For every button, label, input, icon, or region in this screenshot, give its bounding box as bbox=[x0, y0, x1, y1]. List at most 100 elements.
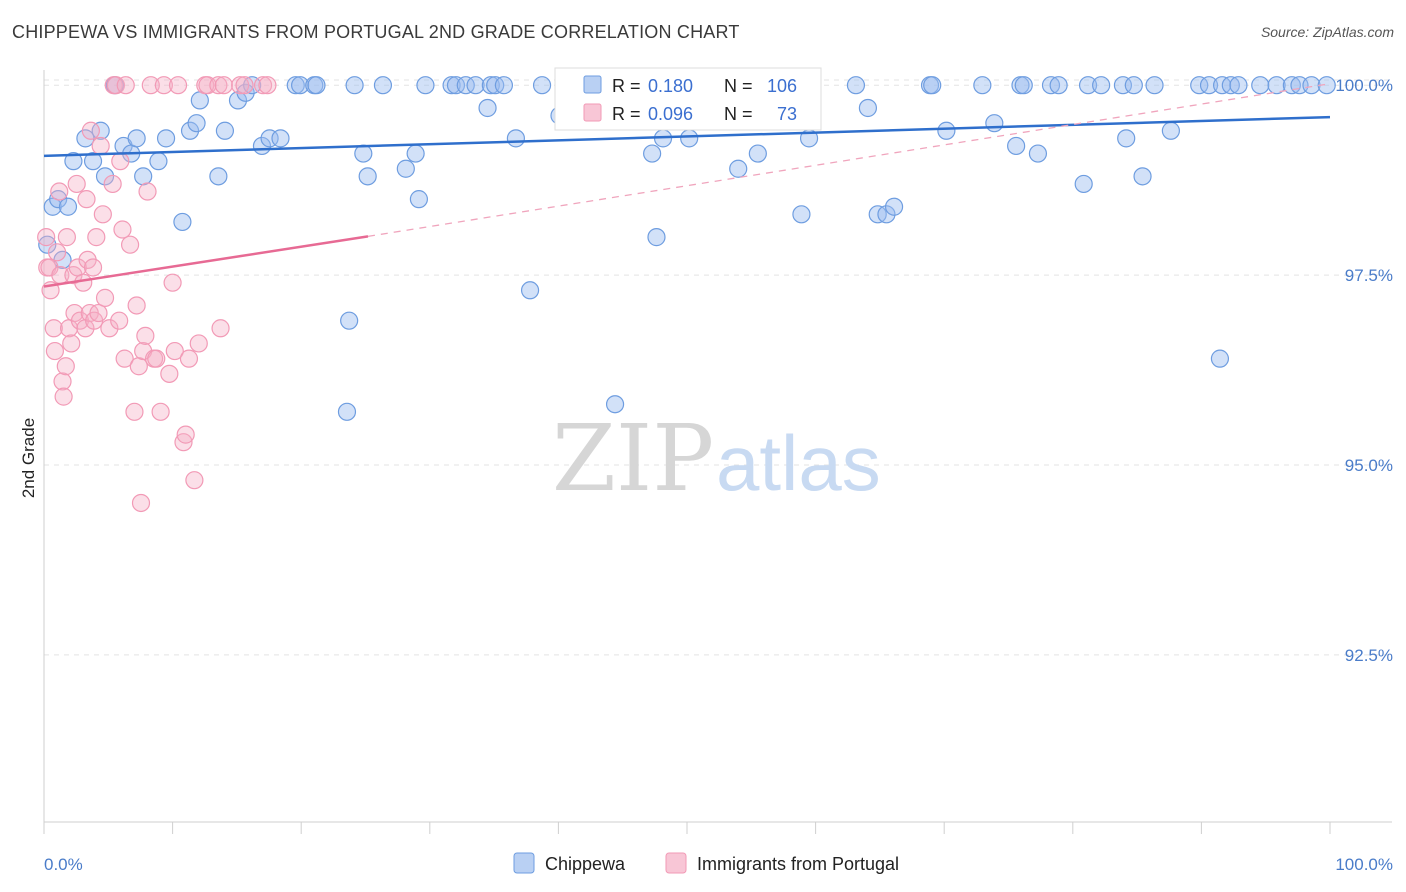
point-chippewa bbox=[973, 76, 992, 95]
trend-lines bbox=[43, 83, 1331, 288]
stats-swatch-chippewa bbox=[583, 75, 602, 94]
point-portugal bbox=[179, 349, 199, 368]
point-portugal bbox=[127, 296, 146, 315]
point-portugal bbox=[154, 76, 173, 95]
axes bbox=[43, 70, 1392, 834]
y-tick-labels: 92.5% 95.0% 97.5% 100.0% bbox=[1335, 76, 1393, 665]
point-portugal bbox=[189, 334, 208, 353]
stats-r-label: R = bbox=[612, 104, 641, 124]
point-chippewa bbox=[506, 129, 525, 148]
point-chippewa bbox=[173, 212, 192, 232]
point-portugal bbox=[110, 311, 129, 330]
point-chippewa bbox=[271, 129, 290, 148]
point-chippewa bbox=[1190, 76, 1209, 95]
point-chippewa bbox=[215, 121, 235, 140]
point-chippewa bbox=[340, 311, 359, 330]
y-axis-label: 2nd Grade bbox=[19, 418, 38, 498]
stats-r-value: 0.096 bbox=[648, 104, 693, 124]
point-chippewa bbox=[83, 152, 103, 171]
point-portugal bbox=[131, 493, 151, 513]
y-tick-label: 97.5% bbox=[1345, 266, 1393, 285]
stats-row-chippewa: R = 0.180 N = 106 bbox=[583, 75, 797, 96]
point-portugal bbox=[174, 433, 193, 452]
point-chippewa bbox=[228, 91, 248, 110]
y-tick-label: 92.5% bbox=[1345, 646, 1393, 665]
point-chippewa bbox=[1014, 76, 1033, 95]
stats-n-label: N = bbox=[724, 76, 753, 96]
point-chippewa bbox=[1199, 76, 1219, 95]
trend-line-chippewa bbox=[43, 115, 1331, 158]
point-portugal bbox=[231, 76, 250, 95]
point-chippewa bbox=[643, 144, 662, 163]
legend-swatch-portugal bbox=[665, 852, 687, 874]
point-chippewa bbox=[1117, 129, 1136, 148]
point-chippewa bbox=[1133, 167, 1152, 186]
point-portugal bbox=[113, 220, 132, 239]
point-portugal bbox=[89, 303, 108, 323]
point-portugal bbox=[62, 334, 81, 353]
point-chippewa bbox=[38, 235, 57, 254]
point-chippewa bbox=[396, 159, 415, 178]
point-chippewa bbox=[291, 76, 310, 95]
point-portugal bbox=[95, 288, 115, 307]
point-chippewa bbox=[877, 205, 896, 224]
point-chippewa bbox=[481, 76, 500, 95]
trend-line-portugal-extension bbox=[367, 83, 1331, 237]
point-portugal bbox=[253, 76, 273, 95]
point-chippewa bbox=[478, 98, 497, 118]
point-chippewa bbox=[937, 121, 956, 140]
point-portugal bbox=[141, 76, 160, 95]
point-portugal bbox=[100, 319, 119, 338]
stats-row-portugal: R = 0.096 N = 73 bbox=[583, 103, 797, 124]
point-chippewa bbox=[466, 76, 485, 95]
point-portugal bbox=[83, 258, 103, 277]
point-chippewa bbox=[58, 197, 78, 216]
point-chippewa bbox=[1124, 76, 1143, 95]
legend-item-portugal[interactable]: Immigrants from Portugal bbox=[665, 852, 899, 874]
point-chippewa bbox=[1041, 76, 1061, 95]
bottom-legend: Chippewa Immigrants from Portugal bbox=[513, 852, 899, 874]
point-chippewa bbox=[923, 76, 942, 95]
watermark-zip: ZIP bbox=[552, 405, 714, 512]
point-portugal bbox=[67, 174, 86, 194]
point-portugal bbox=[198, 76, 217, 95]
stats-r-label: R = bbox=[612, 76, 641, 96]
chart-title: CHIPPEWA VS IMMIGRANTS FROM PORTUGAL 2ND… bbox=[12, 22, 740, 42]
point-portugal bbox=[147, 349, 166, 368]
legend-item-chippewa[interactable]: Chippewa bbox=[513, 852, 626, 874]
point-chippewa bbox=[156, 129, 176, 148]
point-chippewa bbox=[1113, 76, 1133, 95]
point-chippewa bbox=[1078, 76, 1098, 95]
point-chippewa bbox=[729, 159, 748, 178]
point-chippewa bbox=[1229, 76, 1248, 95]
x-tick-label-max: 100.0% bbox=[1335, 855, 1393, 874]
point-chippewa bbox=[792, 205, 811, 224]
point-chippewa bbox=[149, 152, 168, 171]
point-portugal bbox=[111, 152, 130, 171]
watermark: ZIP atlas bbox=[552, 405, 881, 512]
point-chippewa bbox=[446, 76, 466, 95]
y-tick-label: 100.0% bbox=[1335, 76, 1393, 95]
point-chippewa bbox=[190, 91, 209, 110]
point-portugal bbox=[50, 182, 69, 201]
point-portugal bbox=[160, 364, 179, 383]
point-portugal bbox=[136, 326, 155, 345]
point-portugal bbox=[165, 341, 184, 361]
point-chippewa bbox=[884, 197, 904, 216]
point-chippewa bbox=[846, 76, 866, 95]
point-chippewa bbox=[985, 114, 1004, 133]
point-portugal bbox=[258, 76, 277, 95]
point-chippewa bbox=[647, 228, 666, 247]
point-chippewa bbox=[260, 129, 279, 148]
legend-swatch-chippewa bbox=[513, 852, 535, 874]
point-chippewa bbox=[494, 76, 514, 95]
point-chippewa bbox=[286, 76, 305, 95]
point-portugal bbox=[115, 349, 134, 368]
point-portugal bbox=[209, 76, 228, 95]
stats-legend: R = 0.180 N = 106 R = 0.096 N = 73 bbox=[554, 67, 822, 131]
point-chippewa bbox=[406, 144, 425, 163]
point-chippewa bbox=[605, 395, 625, 414]
point-chippewa bbox=[127, 129, 146, 148]
trend-line-portugal bbox=[43, 235, 369, 288]
